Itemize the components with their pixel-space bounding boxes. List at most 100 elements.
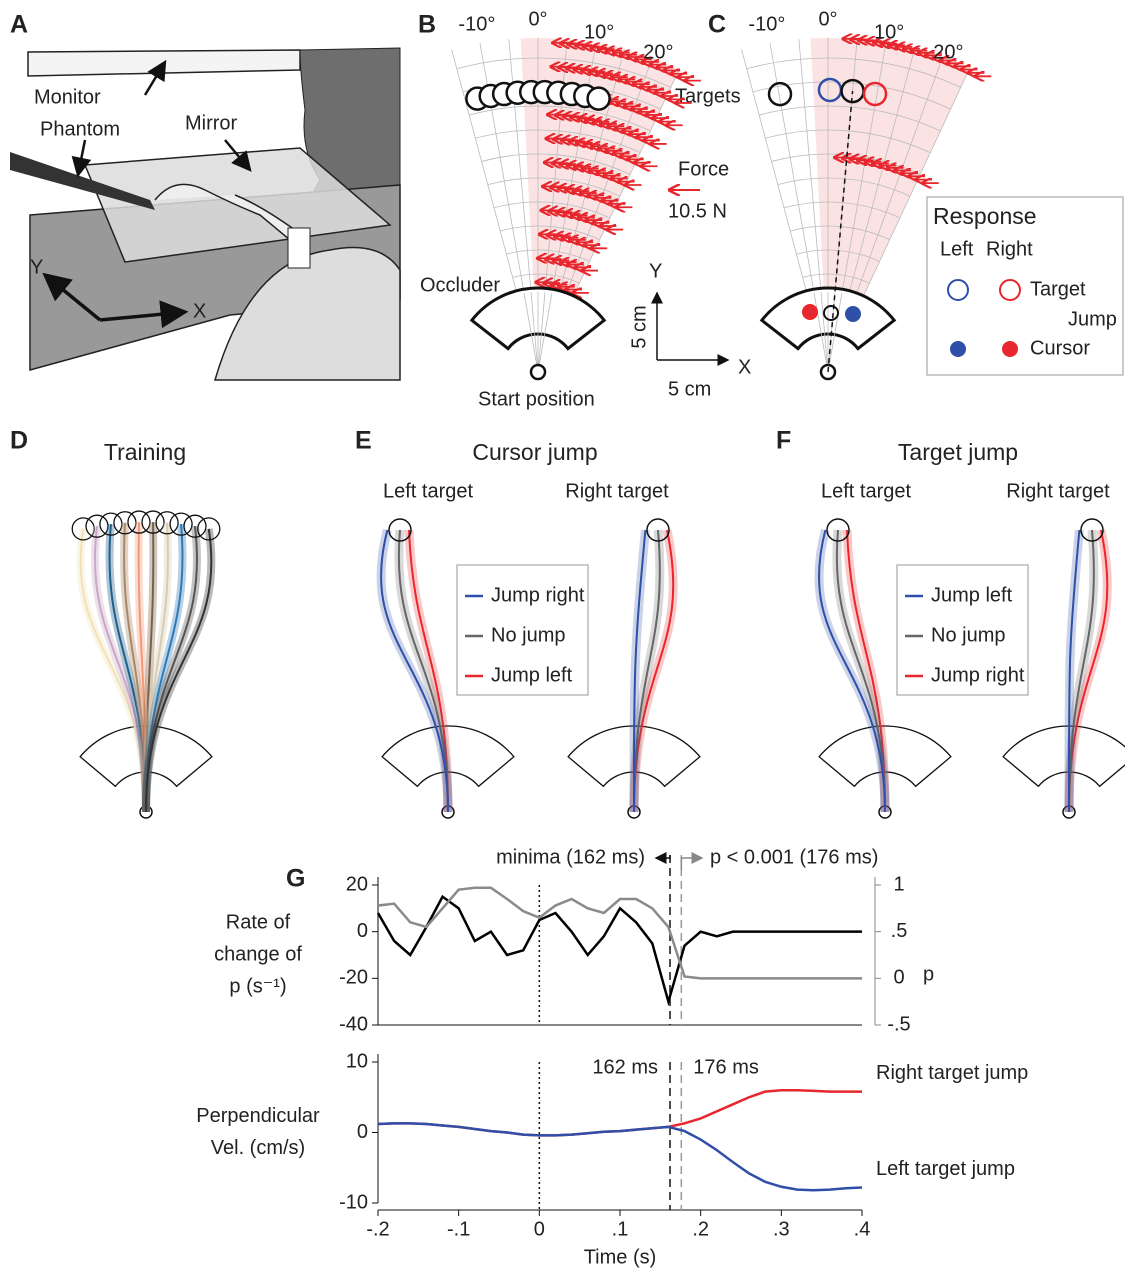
- legend-label: Cursor: [1030, 337, 1090, 359]
- setup-illustration: [10, 47, 401, 381]
- y-tick-label: -40: [339, 1013, 368, 1035]
- annotation: 162 ms: [592, 1056, 658, 1078]
- axis-label: Y: [649, 260, 662, 282]
- subtitle: Left target: [383, 480, 474, 502]
- annotation-arrow: [680, 852, 704, 870]
- subtitle: Left target: [821, 480, 912, 502]
- grid-line: [475, 129, 641, 154]
- target: [826, 518, 850, 542]
- label: Force: [678, 158, 729, 180]
- x-tick-label: -.1: [447, 1218, 470, 1240]
- trajectory: [835, 529, 886, 813]
- target: [155, 511, 179, 535]
- grid-line: [456, 57, 671, 88]
- grid-line: [783, 201, 901, 219]
- cursor: [823, 305, 839, 321]
- y-axis-label: p (s⁻¹): [229, 975, 286, 997]
- target: [586, 86, 611, 111]
- grid-line: [487, 177, 621, 197]
- grid-line: [836, 43, 887, 323]
- grid-line: [451, 49, 526, 324]
- target: [141, 510, 165, 534]
- legend-symbol: [999, 279, 1021, 301]
- series-line: [377, 886, 862, 980]
- y-tick-label: -10: [339, 1191, 368, 1213]
- grid-line: [844, 58, 943, 326]
- label: Start position: [478, 388, 595, 410]
- legend-label: Left: [940, 238, 974, 260]
- x-axis-label: Time (s): [584, 1246, 657, 1268]
- target: [71, 517, 95, 541]
- y-tick-label: 0: [357, 920, 368, 942]
- trajectory: [380, 529, 449, 813]
- angle-label: 0°: [528, 8, 547, 30]
- path-line: [827, 293, 843, 373]
- panel-label: C: [708, 11, 726, 39]
- x-tick-label: .3: [773, 1218, 790, 1240]
- angle-label: 20°: [933, 42, 963, 64]
- legend-label: Jump right: [931, 664, 1025, 686]
- grid-line: [512, 273, 580, 284]
- y2-tick-label: .5: [891, 920, 908, 942]
- trajectory: [633, 529, 647, 813]
- target: [767, 81, 793, 107]
- grid-line: [506, 249, 590, 262]
- trajectory: [633, 529, 661, 813]
- target: [99, 512, 123, 536]
- y-axis-label: Vel. (cm/s): [211, 1137, 305, 1159]
- panel-label: F: [776, 427, 791, 455]
- trajectory: [408, 529, 449, 813]
- path-line: [537, 292, 546, 373]
- trajectory: [145, 528, 213, 813]
- target: [169, 512, 193, 536]
- occluder: [818, 725, 952, 788]
- annotation-arrow: [654, 852, 671, 864]
- grid-line: [481, 153, 631, 175]
- grid-line: [840, 49, 915, 324]
- scale-label: 5 cm: [668, 378, 711, 400]
- legend-label: Target: [1030, 278, 1086, 300]
- series-line: [376, 894, 862, 1007]
- grid-line: [752, 81, 951, 110]
- y2-tick-label: -.5: [887, 1013, 910, 1035]
- panel-title: Target jump: [898, 439, 1018, 465]
- y-tick-label: 0: [357, 1121, 368, 1143]
- legend-label: No jump: [931, 624, 1005, 646]
- series-label: Left target jump: [876, 1158, 1015, 1180]
- target: [127, 510, 151, 534]
- y-tick-label: 10: [346, 1050, 368, 1072]
- y-tick-label: -20: [339, 967, 368, 989]
- y2-tick-label: 0: [893, 967, 904, 989]
- grid-line: [469, 105, 651, 132]
- grid-line: [796, 249, 880, 262]
- panel-title: Cursor jump: [472, 439, 597, 465]
- grid-line: [741, 49, 816, 324]
- legend-label: Jump left: [491, 664, 573, 686]
- grid-line: [802, 273, 870, 284]
- panel-label: G: [286, 865, 305, 893]
- trajectory: [397, 529, 449, 813]
- label: Phantom: [40, 118, 120, 140]
- legend-title: Response: [933, 203, 1037, 229]
- trajectory: [633, 529, 675, 813]
- legend-label: No jump: [491, 624, 565, 646]
- panel-label: E: [355, 427, 372, 455]
- target: [183, 514, 207, 538]
- label: 10.5 N: [668, 200, 727, 222]
- x-tick-label: .1: [612, 1218, 629, 1240]
- grid-line: [765, 129, 931, 154]
- angle-label: 10°: [874, 22, 904, 44]
- y2-tick-label: 1: [893, 873, 904, 895]
- axis-label: Y: [30, 256, 43, 278]
- panel-label: A: [10, 11, 28, 39]
- legend-label: Jump left: [931, 584, 1013, 606]
- x-tick-label: 0: [534, 1218, 545, 1240]
- path-line: [530, 292, 539, 373]
- x-tick-label: -.2: [366, 1218, 389, 1240]
- label: Monitor: [34, 86, 101, 108]
- target: [646, 518, 670, 542]
- trajectory: [846, 529, 886, 813]
- cursor: [802, 304, 818, 320]
- annotation: p < 0.001 (176 ms): [710, 846, 878, 868]
